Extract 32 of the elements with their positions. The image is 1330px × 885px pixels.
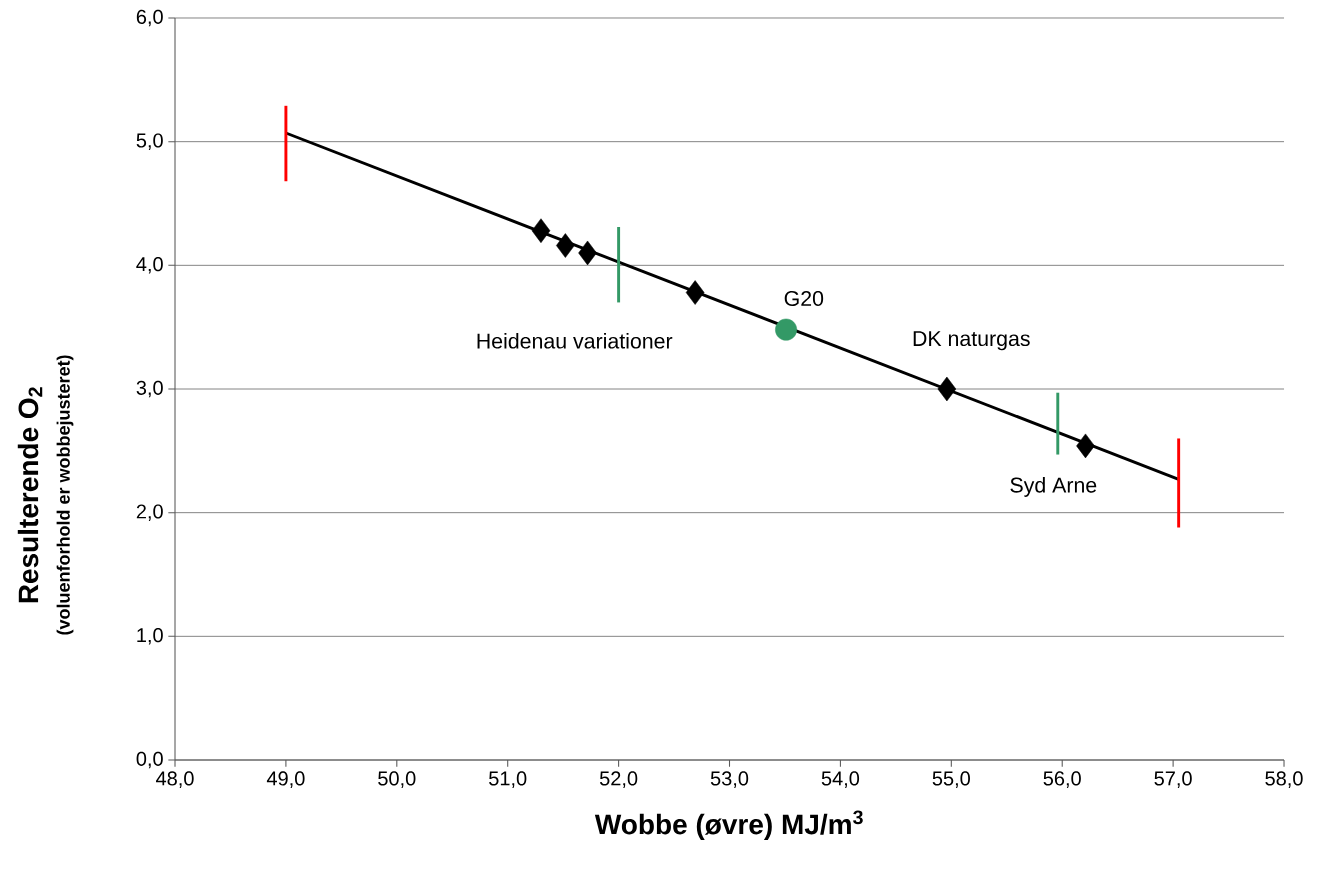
y-axis-title: Resulterende O$_{2}$ (17, 387, 43, 603)
y-tick-label: 2,0 (136, 504, 163, 521)
y-tick-label: 0,0 (136, 751, 163, 769)
x-tick-label: 54,0 (821, 771, 860, 788)
point (685, 280, 705, 305)
x-tick-label: 51,0 (489, 771, 527, 788)
point (531, 218, 551, 243)
x-axis-title: Wobbe (øvre) MJ/m$^{3}$ (594, 810, 863, 840)
x-tick-label: 53,0 (710, 771, 749, 788)
point (578, 240, 597, 266)
x-tick-label: 58,0 (1265, 771, 1303, 788)
point (1076, 433, 1095, 459)
y-tick-label: 4,0 (136, 257, 163, 274)
point (937, 376, 957, 402)
x-tick-label: 48,0 (156, 771, 194, 788)
y-tick-label: 5,0 (136, 133, 163, 150)
y-tick-label: 1,0 (137, 628, 163, 645)
x-tick-label: 57,0 (1154, 771, 1192, 788)
x-tick-label: 49,0 (266, 771, 305, 788)
x-tick-label: 55,0 (932, 771, 970, 788)
x-tick-label: 50,0 (378, 771, 416, 788)
point (775, 318, 798, 341)
annotation: Heidenau variationer (477, 332, 673, 349)
x-tick-label: 56,0 (1043, 771, 1081, 788)
annotation: DK naturgas (913, 331, 1030, 351)
annotation: G20 (784, 290, 824, 307)
y-tick-label: 6,0 (136, 9, 163, 27)
annotation: Syd Arne (1010, 477, 1097, 497)
y-tick-label: 3,0 (136, 380, 163, 398)
x-tick-label: 52,0 (599, 771, 638, 788)
text: (voluenforhold er wobbejusteret) (56, 355, 74, 635)
point (556, 233, 575, 258)
